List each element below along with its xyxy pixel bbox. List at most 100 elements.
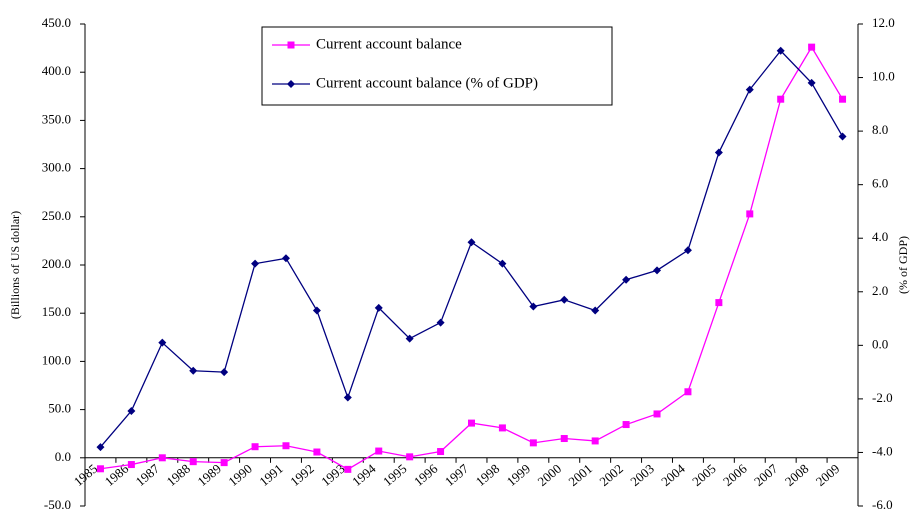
point [437,448,445,456]
y2-tick-label: 10.0 [872,69,895,84]
point [96,443,105,452]
x-tick-label: 1993 [318,461,348,489]
point [344,465,352,473]
x-tick-label: 2007 [751,461,781,490]
point [560,295,569,304]
x-tick-label: 1991 [256,461,286,489]
point [715,299,723,307]
point [468,419,475,427]
point [807,78,816,87]
y-tick-label: 400.0 [42,63,71,78]
y-tick-label: 350.0 [42,111,71,126]
y2-tick-label: 2.0 [872,283,888,298]
y-tick-label: 450.0 [42,15,71,30]
point [838,132,847,141]
point [251,259,260,268]
series-line [99,49,844,448]
x-tick-label: 1997 [442,461,472,490]
y-tick-label: 200.0 [42,256,71,271]
point [653,266,662,275]
point [220,459,228,467]
point [745,85,754,94]
x-tick-label: 1990 [225,461,255,489]
y2-tick-label: -6.0 [872,497,893,512]
x-tick-label: 1996 [411,461,441,490]
legend-label: Current account balance (% of GDP) [316,75,538,91]
y2-tick-label: 12.0 [872,15,895,30]
y2-tick-label: 8.0 [872,122,888,137]
point [839,95,847,103]
x-tick-label: 2000 [535,461,565,489]
point [529,302,538,311]
x-tick-label: 1985 [71,461,101,489]
point [560,435,568,443]
x-tick-label: 1989 [194,461,224,489]
legend-marker [287,80,295,88]
x-tick-label: 1995 [380,461,410,489]
x-tick-label: 2003 [627,461,657,489]
point [467,238,476,247]
x-tick-label: 1987 [133,461,163,490]
point [683,246,692,255]
point [591,306,600,315]
x-tick-label: 1988 [164,461,194,489]
y-tick-label: 300.0 [42,160,71,175]
y-tick-label: 50.0 [48,401,71,416]
point [498,424,506,432]
x-tick-label: 2001 [565,461,595,489]
point [189,366,198,375]
point [375,447,383,455]
legend-marker [287,41,295,49]
point [251,443,259,451]
point [777,95,785,103]
point [714,148,723,157]
x-tick-label: 1992 [287,461,317,489]
point [374,303,383,312]
point [406,453,414,461]
y-tick-label: -50.0 [44,497,71,512]
y-tick-label: 250.0 [42,208,71,223]
point [127,406,136,415]
x-tick-label: 2002 [596,461,626,489]
point [529,439,537,447]
point [776,46,785,55]
x-tick-label: 2005 [689,461,719,489]
y2-tick-label: 6.0 [872,176,888,191]
point [622,275,631,284]
y-tick-label: 150.0 [42,304,71,319]
point [96,465,104,473]
x-tick-label: 2004 [658,461,688,490]
point [189,458,197,466]
x-tick-label: 1994 [349,461,379,490]
x-tick-label: 1998 [473,461,503,489]
point [158,338,167,347]
x-tick-label: 1999 [504,461,534,489]
y2-tick-label: -4.0 [872,443,893,458]
point [498,259,507,268]
point [808,43,816,51]
point [653,410,661,418]
point [343,393,352,402]
point [281,254,290,263]
x-tick-label: 2009 [813,461,843,489]
point [622,421,630,429]
y2-tick-label: 0.0 [872,336,888,351]
point [158,454,166,462]
point [220,368,229,377]
point [312,306,321,315]
y-axis-label: (Billions of US dollar) [8,211,22,319]
y2-tick-label: -2.0 [872,390,893,405]
y2-tick-label: 4.0 [872,229,888,244]
y-tick-label: 0.0 [55,449,71,464]
point [436,318,445,327]
point [282,442,290,450]
legend-label: Current account balance [316,36,462,52]
legend-box [261,26,613,106]
point [127,461,135,469]
point [405,334,414,343]
point [746,210,754,218]
point [684,388,692,396]
y-tick-label: 100.0 [42,352,71,367]
y2-axis-label: (% of GDP) [896,236,910,294]
